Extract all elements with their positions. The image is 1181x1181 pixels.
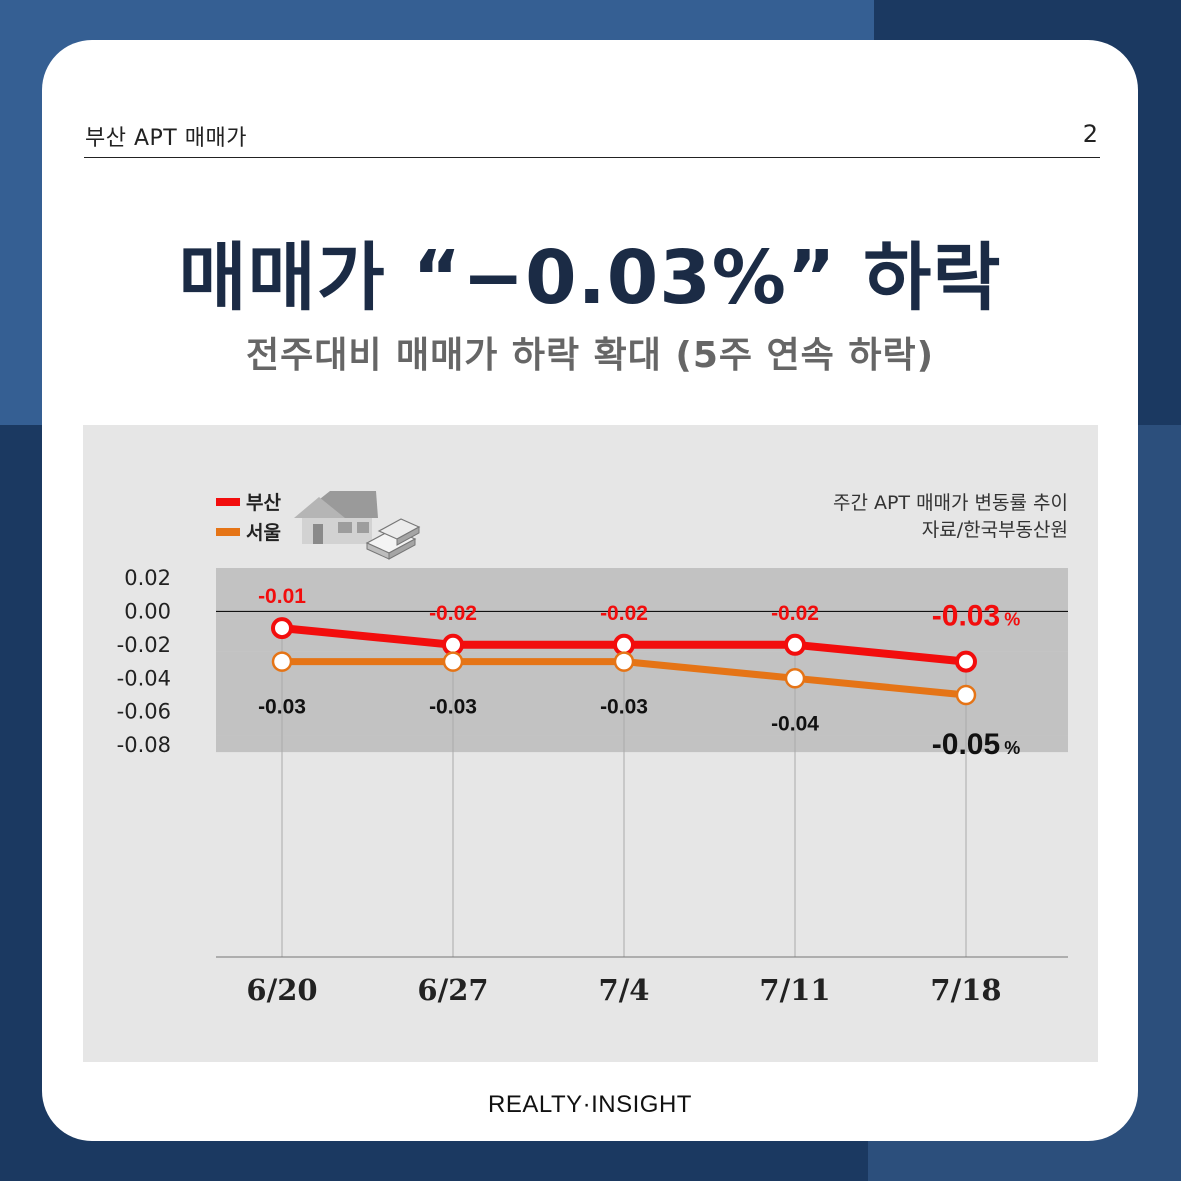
footer-brand: REALTY·INSIGHT — [488, 1091, 692, 1118]
legend-label-seoul: 서울 — [246, 522, 281, 544]
legend-swatch-seoul — [216, 528, 240, 536]
money-stack-icon — [365, 518, 421, 560]
data-label-seoul: -0.03 — [429, 696, 477, 719]
content-card: 부산 APT 매매가 2 매매가 “−0.03%” 하락 전주대비 매매가 하락… — [42, 40, 1138, 1141]
x-tick-label: 6/20 — [246, 973, 317, 1007]
data-label-seoul: -0.03 — [600, 696, 648, 719]
data-label-busan: -0.02 — [429, 602, 477, 625]
y-tick-label: -0.04 — [117, 666, 171, 690]
house-icon — [294, 491, 378, 544]
y-tick-label: 0.02 — [124, 566, 171, 590]
grid-band — [216, 568, 1068, 585]
data-label-busan: -0.02 — [600, 602, 648, 625]
y-tick-label: -0.02 — [117, 633, 171, 657]
x-tick-label: 7/11 — [759, 973, 830, 1007]
data-label-seoul: -0.04 — [771, 712, 819, 735]
legend-swatch-busan — [216, 498, 240, 506]
y-tick-label: -0.06 — [117, 700, 171, 724]
y-tick-label: -0.08 — [117, 733, 171, 757]
data-label-busan: -0.02 — [771, 602, 819, 625]
legend-label-busan: 부산 — [246, 492, 281, 514]
grid-band — [216, 735, 1068, 753]
page-number: 2 — [1082, 120, 1098, 148]
legend: 부산 서울 — [216, 492, 281, 544]
y-tick-label: 0.00 — [124, 599, 171, 623]
section-title: 부산 APT 매매가 — [85, 126, 247, 151]
data-label-seoul: -0.03 — [258, 696, 306, 719]
header-divider — [84, 157, 1100, 158]
data-point-seoul — [613, 651, 635, 672]
data-point-busan — [442, 633, 464, 656]
grid-band — [216, 668, 1068, 686]
background-block — [1138, 425, 1181, 1000]
grid-band — [216, 618, 1068, 636]
chart-caption: 주간 APT 매매가 변동률 추이 — [833, 492, 1068, 514]
grid-band — [216, 601, 1068, 619]
data-point-seoul — [955, 684, 977, 706]
x-tick-label: 6/27 — [417, 973, 488, 1007]
x-tick-label: 7/4 — [599, 973, 650, 1007]
x-tick-label: 7/18 — [930, 973, 1001, 1007]
data-label-busan: -0.01 — [258, 585, 306, 608]
data-point-busan — [784, 633, 806, 656]
chart-source: 자료/한국부동산원 — [922, 519, 1068, 541]
data-point-busan — [955, 650, 977, 673]
data-point-seoul — [784, 668, 806, 689]
grid-band — [216, 701, 1068, 719]
grid-band — [216, 584, 1068, 602]
data-point-busan — [613, 633, 635, 656]
grid-band — [216, 718, 1068, 736]
grid-band — [216, 685, 1068, 702]
headline-title: 매매가 “−0.03%” 하락 — [178, 235, 1002, 321]
data-point-busan — [271, 617, 293, 640]
line-chart: 0.02 0.00 -0.02 -0.04 -0.06 -0.08 6/20 6/27 7/4… — [117, 491, 1068, 1007]
data-point-seoul — [442, 651, 464, 672]
data-point-seoul — [271, 651, 293, 672]
headline-subtitle: 전주대비 매매가 하락 확대 (5주 연속 하락) — [245, 335, 935, 376]
chart-panel: 0.02 0.00 -0.02 -0.04 -0.06 -0.08 6/20 6/27 7/4… — [83, 425, 1098, 1062]
